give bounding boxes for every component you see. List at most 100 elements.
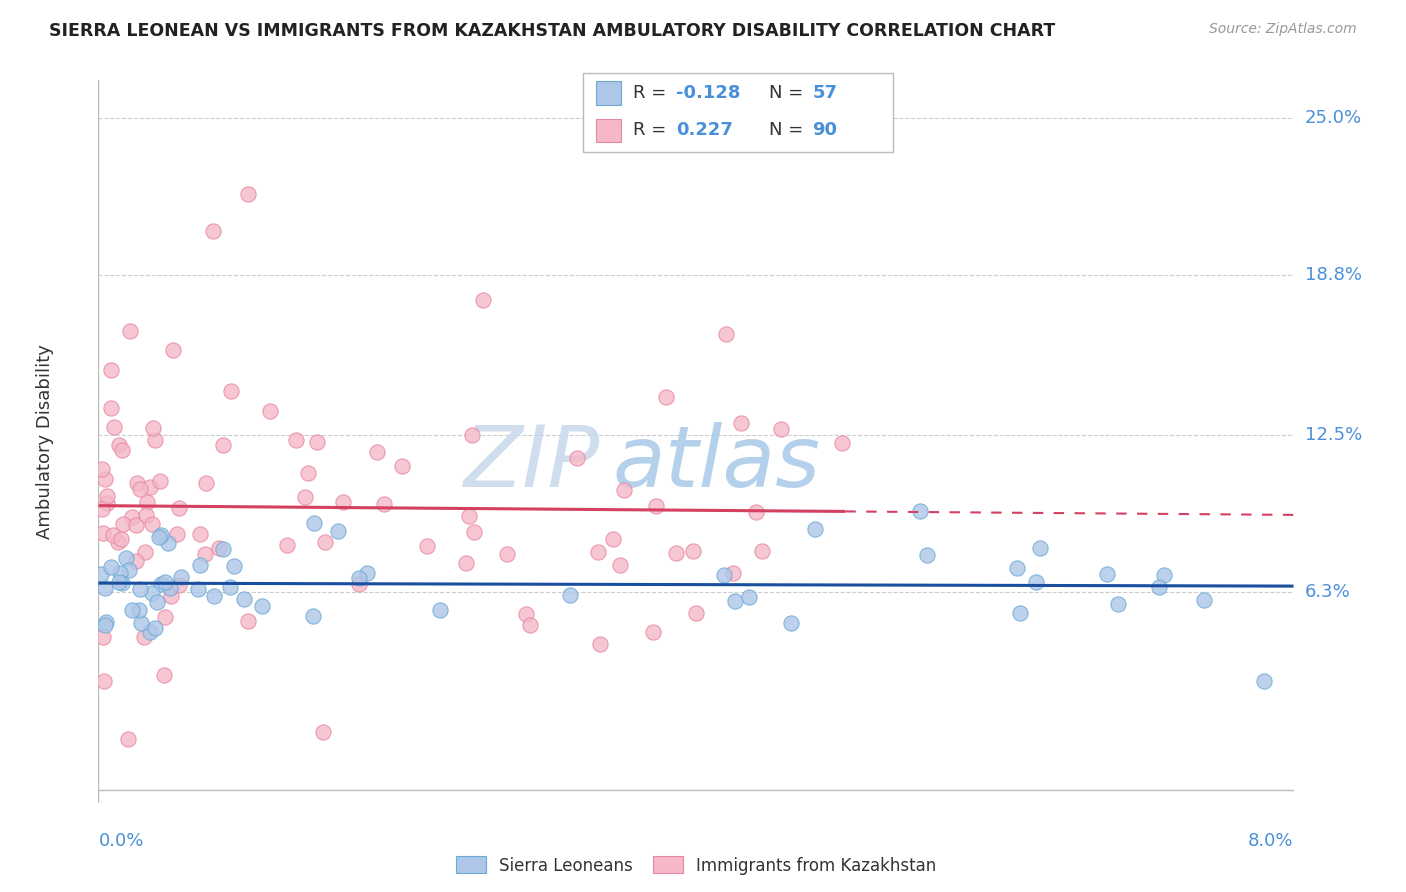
Point: [100, 401, 122, 415]
Point: [155, 610, 177, 624]
Point: [208, 541, 231, 555]
Point: [233, 591, 256, 606]
Point: [332, 495, 354, 509]
Text: N =: N =: [769, 84, 808, 102]
Point: [162, 343, 184, 358]
Point: [609, 558, 631, 573]
Point: [1107, 597, 1129, 611]
Point: [224, 559, 246, 574]
Point: [136, 495, 159, 509]
Point: [149, 528, 172, 542]
Point: [641, 625, 664, 640]
Point: [90, 566, 112, 581]
Point: [111, 443, 134, 458]
Point: [515, 607, 537, 622]
Point: [250, 599, 273, 614]
Point: [125, 476, 148, 491]
Point: [115, 551, 138, 566]
Point: [713, 568, 735, 582]
Point: [117, 732, 139, 747]
Point: [94, 615, 117, 629]
Point: [429, 603, 451, 617]
Point: [91, 630, 114, 644]
Point: [125, 554, 148, 568]
Point: [90, 462, 112, 476]
Point: [93, 526, 115, 541]
Point: [107, 535, 129, 549]
Text: 57: 57: [813, 84, 838, 102]
Point: [153, 667, 176, 681]
Point: [129, 482, 152, 496]
Point: [567, 450, 589, 465]
Point: [457, 508, 479, 523]
Point: [145, 595, 167, 609]
Point: [190, 527, 212, 541]
Point: [276, 538, 298, 552]
Point: [645, 499, 668, 513]
Point: [159, 581, 181, 595]
Point: [1153, 567, 1175, 582]
Point: [302, 609, 325, 624]
Point: [917, 549, 939, 563]
Point: [1097, 567, 1119, 582]
Point: [416, 539, 439, 553]
Point: [201, 224, 224, 238]
Point: [471, 293, 494, 307]
Point: [131, 615, 153, 630]
Point: [349, 577, 371, 591]
Point: [124, 518, 146, 533]
Point: [111, 576, 134, 591]
Point: [96, 496, 118, 510]
Point: [1192, 593, 1215, 607]
Point: [142, 421, 165, 435]
Point: [108, 438, 131, 452]
Point: [118, 563, 141, 577]
Point: [1005, 560, 1028, 574]
Point: [149, 577, 172, 591]
Point: [236, 615, 259, 629]
Point: [454, 556, 477, 570]
Point: [366, 445, 388, 459]
Text: 12.5%: 12.5%: [1305, 426, 1362, 444]
Point: [738, 591, 761, 605]
Point: [141, 586, 163, 600]
Point: [685, 606, 707, 620]
Point: [202, 590, 225, 604]
Point: [461, 428, 484, 442]
Point: [211, 542, 233, 557]
Text: 0.227: 0.227: [676, 121, 733, 139]
Point: [655, 390, 678, 404]
Point: [770, 422, 793, 436]
Point: [153, 575, 176, 590]
Point: [259, 404, 281, 418]
Point: [1008, 606, 1031, 620]
Point: [665, 546, 688, 560]
Text: 25.0%: 25.0%: [1305, 110, 1362, 128]
Text: ZIP: ZIP: [464, 422, 600, 505]
Point: [745, 505, 768, 519]
Point: [314, 535, 336, 549]
Point: [108, 566, 131, 580]
Point: [294, 490, 316, 504]
Point: [121, 510, 143, 524]
Point: [90, 502, 112, 516]
Point: [167, 578, 190, 592]
Legend: Sierra Leoneans, Immigrants from Kazakhstan: Sierra Leoneans, Immigrants from Kazakhs…: [449, 850, 943, 881]
Bar: [596, 119, 620, 142]
Point: [391, 458, 413, 473]
Point: [218, 580, 240, 594]
Point: [305, 434, 328, 449]
Point: [328, 524, 350, 539]
Point: [134, 545, 156, 559]
Point: [132, 630, 155, 644]
Text: 6.3%: 6.3%: [1305, 583, 1350, 601]
Point: [120, 324, 142, 338]
Point: [714, 326, 737, 341]
Point: [236, 187, 259, 202]
Point: [219, 384, 242, 399]
Point: [1147, 580, 1170, 594]
Point: [804, 522, 827, 536]
Point: [586, 545, 609, 559]
Point: [93, 472, 115, 486]
FancyBboxPatch shape: [583, 73, 893, 152]
